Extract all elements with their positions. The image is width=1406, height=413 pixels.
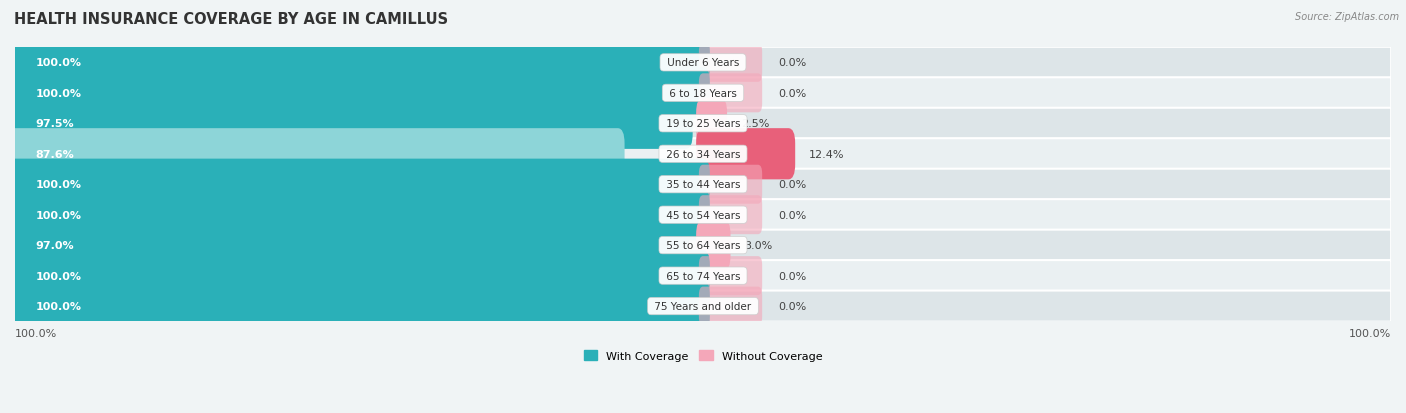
- Text: 2.5%: 2.5%: [741, 119, 769, 129]
- Text: 6 to 18 Years: 6 to 18 Years: [666, 89, 740, 99]
- Text: 100.0%: 100.0%: [35, 58, 82, 68]
- FancyBboxPatch shape: [15, 78, 1391, 109]
- Text: 100.0%: 100.0%: [35, 210, 82, 220]
- Text: 0.0%: 0.0%: [779, 271, 807, 281]
- FancyBboxPatch shape: [8, 68, 710, 119]
- FancyBboxPatch shape: [15, 169, 1391, 200]
- Text: 26 to 34 Years: 26 to 34 Years: [662, 150, 744, 159]
- FancyBboxPatch shape: [8, 129, 624, 180]
- FancyBboxPatch shape: [15, 109, 1391, 140]
- Text: 55 to 64 Years: 55 to 64 Years: [662, 241, 744, 251]
- Text: 97.0%: 97.0%: [35, 241, 75, 251]
- Text: 0.0%: 0.0%: [779, 301, 807, 311]
- FancyBboxPatch shape: [699, 165, 762, 204]
- FancyBboxPatch shape: [8, 98, 693, 150]
- FancyBboxPatch shape: [8, 190, 710, 241]
- FancyBboxPatch shape: [8, 250, 710, 301]
- FancyBboxPatch shape: [15, 139, 1391, 170]
- FancyBboxPatch shape: [15, 261, 1391, 292]
- Text: 3.0%: 3.0%: [744, 241, 772, 251]
- FancyBboxPatch shape: [699, 74, 762, 113]
- FancyBboxPatch shape: [696, 98, 727, 150]
- FancyBboxPatch shape: [15, 291, 1391, 322]
- Text: 45 to 54 Years: 45 to 54 Years: [662, 210, 744, 220]
- Text: 100.0%: 100.0%: [35, 271, 82, 281]
- Text: 19 to 25 Years: 19 to 25 Years: [662, 119, 744, 129]
- Text: 100.0%: 100.0%: [35, 180, 82, 190]
- FancyBboxPatch shape: [15, 230, 1391, 261]
- FancyBboxPatch shape: [8, 220, 689, 271]
- FancyBboxPatch shape: [8, 38, 710, 89]
- Text: 65 to 74 Years: 65 to 74 Years: [662, 271, 744, 281]
- Text: 0.0%: 0.0%: [779, 180, 807, 190]
- Text: 100.0%: 100.0%: [15, 328, 58, 338]
- Text: 100.0%: 100.0%: [35, 89, 82, 99]
- FancyBboxPatch shape: [696, 220, 731, 271]
- Text: 0.0%: 0.0%: [779, 210, 807, 220]
- Text: 97.5%: 97.5%: [35, 119, 75, 129]
- FancyBboxPatch shape: [699, 44, 762, 83]
- Text: HEALTH INSURANCE COVERAGE BY AGE IN CAMILLUS: HEALTH INSURANCE COVERAGE BY AGE IN CAMI…: [14, 12, 449, 27]
- FancyBboxPatch shape: [699, 256, 762, 295]
- Legend: With Coverage, Without Coverage: With Coverage, Without Coverage: [579, 346, 827, 365]
- Text: 100.0%: 100.0%: [1348, 328, 1391, 338]
- Text: Source: ZipAtlas.com: Source: ZipAtlas.com: [1295, 12, 1399, 22]
- FancyBboxPatch shape: [15, 199, 1391, 231]
- FancyBboxPatch shape: [8, 159, 710, 210]
- Text: 100.0%: 100.0%: [35, 301, 82, 311]
- FancyBboxPatch shape: [15, 47, 1391, 79]
- Text: 0.0%: 0.0%: [779, 89, 807, 99]
- FancyBboxPatch shape: [699, 287, 762, 326]
- FancyBboxPatch shape: [696, 129, 796, 180]
- FancyBboxPatch shape: [8, 281, 710, 332]
- Text: Under 6 Years: Under 6 Years: [664, 58, 742, 68]
- Text: 12.4%: 12.4%: [808, 150, 845, 159]
- FancyBboxPatch shape: [699, 196, 762, 235]
- Text: 75 Years and older: 75 Years and older: [651, 301, 755, 311]
- Text: 87.6%: 87.6%: [35, 150, 75, 159]
- Text: 35 to 44 Years: 35 to 44 Years: [662, 180, 744, 190]
- Text: 0.0%: 0.0%: [779, 58, 807, 68]
